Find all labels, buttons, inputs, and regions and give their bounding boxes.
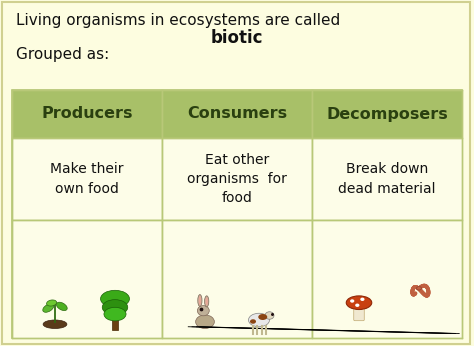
Ellipse shape [205, 296, 209, 307]
FancyBboxPatch shape [12, 90, 162, 138]
Text: Break down
dead material: Break down dead material [338, 162, 436, 196]
Ellipse shape [100, 290, 129, 307]
FancyBboxPatch shape [111, 311, 118, 330]
FancyBboxPatch shape [312, 138, 462, 220]
FancyBboxPatch shape [12, 138, 162, 220]
FancyBboxPatch shape [312, 220, 462, 338]
Ellipse shape [350, 299, 355, 303]
Ellipse shape [196, 315, 214, 329]
Ellipse shape [250, 319, 256, 324]
Ellipse shape [46, 300, 57, 306]
FancyBboxPatch shape [12, 220, 162, 338]
Ellipse shape [265, 312, 274, 319]
FancyBboxPatch shape [12, 90, 462, 338]
Ellipse shape [198, 294, 202, 307]
Text: Producers: Producers [41, 107, 133, 121]
Ellipse shape [205, 297, 208, 306]
FancyBboxPatch shape [354, 307, 364, 321]
FancyBboxPatch shape [162, 138, 312, 220]
FancyBboxPatch shape [162, 220, 312, 338]
FancyBboxPatch shape [312, 90, 462, 138]
FancyBboxPatch shape [162, 90, 312, 138]
Ellipse shape [355, 303, 359, 307]
Text: Make their
own food: Make their own food [50, 162, 124, 196]
Ellipse shape [248, 313, 270, 327]
Text: Living organisms in ecosystems are called: Living organisms in ecosystems are calle… [16, 13, 340, 28]
Ellipse shape [104, 307, 126, 321]
Ellipse shape [199, 296, 201, 305]
Ellipse shape [197, 306, 209, 316]
Text: Decomposers: Decomposers [326, 107, 448, 121]
Ellipse shape [417, 286, 421, 290]
Ellipse shape [360, 298, 365, 301]
Text: Consumers: Consumers [187, 107, 287, 121]
Text: Eat other
organisms  for
food: Eat other organisms for food [187, 153, 287, 206]
Text: biotic: biotic [211, 29, 263, 47]
Ellipse shape [56, 302, 67, 311]
Ellipse shape [258, 314, 267, 320]
Text: Grouped as:: Grouped as: [16, 46, 109, 62]
Ellipse shape [102, 300, 128, 315]
FancyBboxPatch shape [2, 2, 470, 344]
Ellipse shape [43, 304, 54, 312]
Ellipse shape [346, 296, 372, 310]
Ellipse shape [43, 320, 67, 328]
